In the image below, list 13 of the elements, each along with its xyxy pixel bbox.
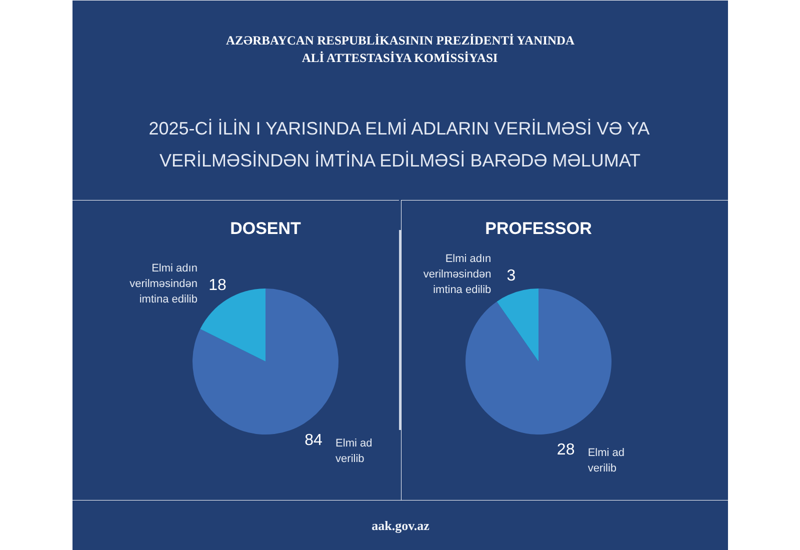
data-label: 18	[208, 276, 226, 294]
slice-label: Elmi ad verilib	[336, 437, 372, 465]
chart-title: PROFESSOR	[485, 219, 592, 238]
slice-label: Elmi ad verilib	[588, 446, 625, 474]
slice-label: Elmi adın verilməsindən imtina edilib	[423, 252, 492, 296]
chart-title: DOSENT	[230, 219, 302, 238]
text: aak.gov.az	[372, 518, 430, 533]
text: 2025-Cİ İLİN I YARISINDA ELMİ ADLARIN VERİLMƏSİ VƏ YA VERİLMƏSİNDƏN İMTİNA EDİLMƏSİ BARƏDƏ MƏLUMAT	[148, 118, 650, 170]
data-label: 84	[304, 432, 323, 450]
data-label: 28	[556, 442, 575, 459]
data-label: 3	[506, 267, 516, 284]
text: AZƏRBAYCAN RESPUBLİKASININ PREZİDENTİ YANINDA ALİ ATTESTASİYA KOMİSSİYASI	[226, 34, 575, 65]
slice-label: Elmi adın verilməsindən imtina edilib	[130, 262, 198, 306]
